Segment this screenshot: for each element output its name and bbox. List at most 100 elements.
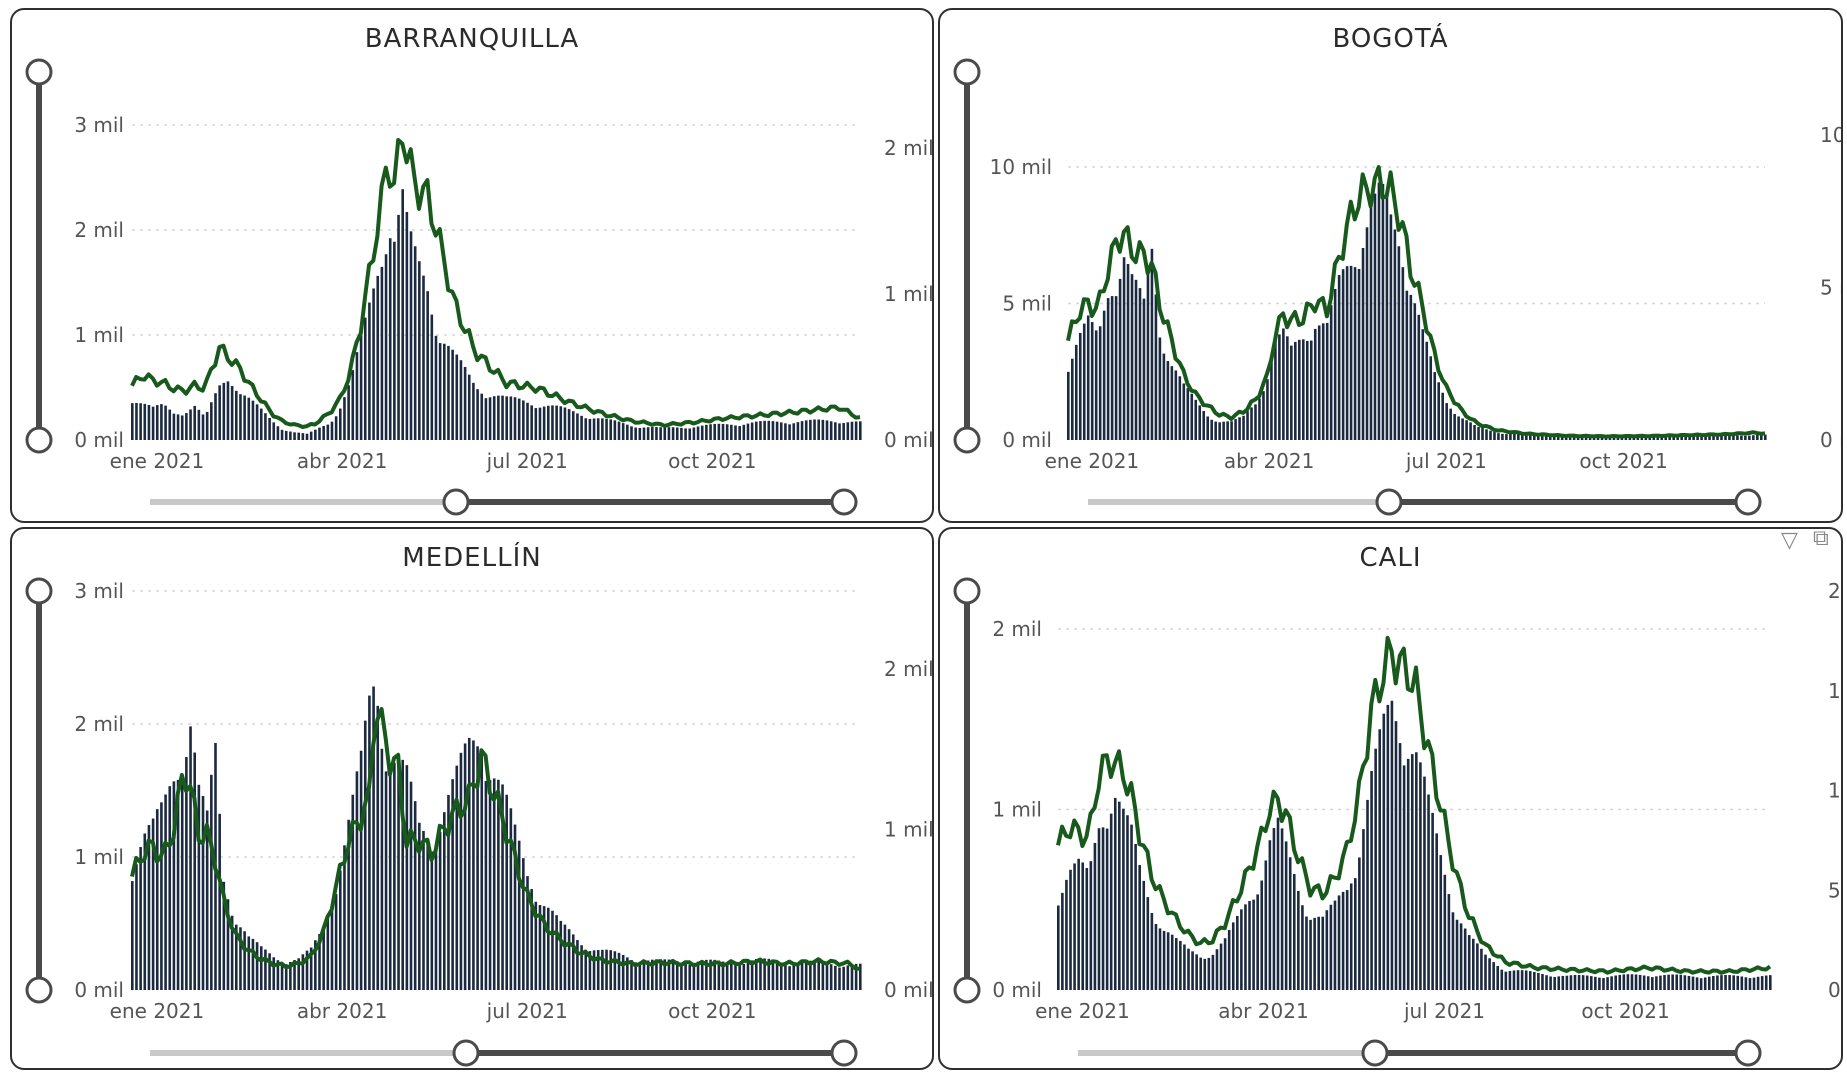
daily-bar [193, 752, 196, 990]
x-zoom-handle-end[interactable] [830, 488, 858, 516]
daily-bar [1740, 976, 1744, 990]
daily-bar [214, 393, 217, 440]
daily-bar [1549, 976, 1552, 990]
y-right-tick-label: 1.000 [1828, 779, 1843, 803]
daily-bar [1357, 268, 1361, 440]
daily-bar [426, 291, 429, 440]
daily-bar [176, 414, 180, 440]
y-zoom-handle-top[interactable] [25, 58, 53, 86]
x-zoom-handle-start[interactable] [452, 1039, 480, 1067]
daily-bar [1525, 434, 1528, 440]
daily-bar [775, 960, 779, 990]
daily-bar [413, 801, 417, 990]
y-zoom-handle-top[interactable] [953, 58, 981, 86]
y-zoom-handle-bottom[interactable] [25, 976, 53, 1004]
focus-mode-icon[interactable]: ⧉ [1813, 526, 1829, 551]
daily-bar [1608, 436, 1612, 440]
daily-bar [1667, 974, 1670, 990]
daily-bar [1313, 328, 1317, 440]
daily-bar [1652, 436, 1656, 440]
chart-panel-cali[interactable]: CALI 0 mil 1 mil 2 mil 0 500 1.000 1.500 2.000 e… [938, 527, 1843, 1070]
daily-bar [1085, 868, 1089, 990]
daily-bar [172, 413, 176, 440]
daily-bar [1333, 900, 1337, 990]
daily-bar [351, 794, 355, 990]
daily-bar [397, 214, 400, 440]
daily-bar [530, 889, 533, 990]
daily-bar [1588, 436, 1592, 440]
avg-line [130, 707, 861, 971]
x-tick-label: oct 2021 [1581, 999, 1669, 1023]
daily-bar [359, 335, 363, 440]
daily-bar [547, 907, 550, 990]
daily-bar [1386, 704, 1390, 990]
x-zoom-handle-start[interactable] [1361, 1039, 1389, 1067]
y-zoom-handle-bottom[interactable] [25, 426, 53, 454]
daily-bar [763, 420, 766, 440]
daily-bar [1105, 828, 1109, 990]
y-zoom-handle-bottom[interactable] [953, 976, 981, 1004]
daily-bar [1642, 975, 1646, 990]
daily-bar [1236, 915, 1239, 990]
daily-bar [205, 810, 209, 990]
daily-bar [755, 421, 758, 440]
daily-bar [854, 421, 858, 440]
daily-bar [692, 427, 696, 440]
daily-bar [750, 422, 754, 440]
daily-bar [1427, 794, 1430, 990]
x-zoom-handle-end[interactable] [1734, 488, 1762, 516]
daily-bar [767, 420, 771, 440]
x-zoom-handle-start[interactable] [442, 488, 470, 516]
y-zoom-handle-top[interactable] [953, 577, 981, 605]
daily-bar [1365, 227, 1369, 440]
daily-bar [1544, 435, 1548, 440]
daily-bar [1309, 919, 1312, 990]
daily-bar [388, 770, 392, 990]
daily-bar [1305, 916, 1308, 990]
daily-bar [1419, 762, 1422, 990]
daily-bar [1218, 422, 1221, 440]
daily-bar [513, 397, 517, 440]
chart-panel-medellin[interactable]: MEDELLÍN 0 mil 1 mil 2 mil 3 mil 0 mil 1 mil 2… [10, 527, 934, 1070]
y-zoom-handle-top[interactable] [25, 577, 53, 605]
daily-bar [480, 754, 484, 990]
daily-bar [1671, 974, 1674, 990]
y-zoom-handle-bottom[interactable] [953, 426, 981, 454]
daily-bar [1439, 855, 1443, 990]
daily-bar [455, 765, 459, 990]
daily-bar [742, 424, 746, 440]
filter-icon[interactable]: ▽ [1781, 528, 1798, 553]
x-zoom-handle-end[interactable] [830, 1039, 858, 1067]
daily-bar [251, 938, 255, 990]
daily-bar [813, 960, 816, 990]
x-zoom-handle-end[interactable] [1734, 1039, 1762, 1067]
daily-bar [1441, 392, 1444, 440]
daily-bar [1497, 433, 1500, 440]
chart-panel-bogota[interactable]: BOGOTÁ 0 mil 5 mil 10 mil 0 mil 5 mil 10 mil e… [938, 8, 1843, 523]
daily-bar [1317, 916, 1320, 990]
daily-bar [334, 894, 338, 990]
daily-bar [821, 961, 825, 990]
daily-bar [522, 858, 525, 990]
daily-bar [135, 402, 138, 440]
daily-bar [542, 406, 546, 440]
daily-bar [1756, 434, 1759, 440]
daily-bar [1736, 975, 1740, 990]
daily-bar [355, 771, 359, 990]
daily-bar [1756, 976, 1760, 990]
daily-bar [326, 424, 330, 440]
daily-bar [1683, 975, 1687, 990]
chart-panel-barranquilla[interactable]: BARRANQUILLA 0 mil 1 mil 2 mil 3 mil 0 mil 1 … [10, 8, 934, 523]
daily-bar [1646, 976, 1650, 990]
y-left-tick-label: 2 mil [74, 218, 124, 242]
daily-bar [1463, 928, 1467, 990]
daily-bar [347, 385, 350, 440]
x-zoom-handle-start[interactable] [1375, 488, 1403, 516]
daily-bar [418, 822, 421, 990]
daily-bar [1174, 938, 1178, 990]
daily-bar [189, 726, 192, 990]
daily-bar [1325, 322, 1329, 440]
daily-bar [264, 949, 267, 990]
daily-bar [147, 404, 151, 440]
daily-bar [443, 343, 446, 440]
